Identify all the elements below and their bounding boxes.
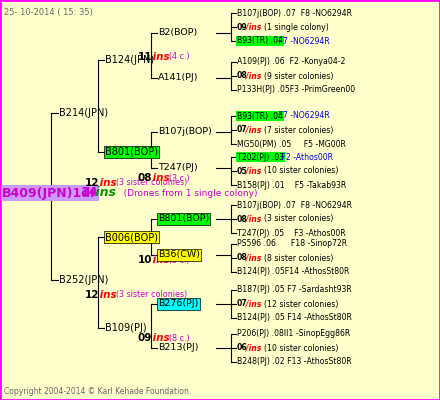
Text: (3 c.): (3 c.): [164, 174, 190, 182]
Text: (12 sister colonies): (12 sister colonies): [259, 300, 338, 308]
Text: 12: 12: [85, 178, 99, 188]
Text: B124(PJ) .05F14 -AthosSt80R: B124(PJ) .05F14 -AthosSt80R: [237, 268, 349, 276]
Text: B252(JPN): B252(JPN): [59, 275, 108, 285]
Text: B36(CW): B36(CW): [158, 250, 200, 260]
Text: B107j(BOP) .07  F8 -NO6294R: B107j(BOP) .07 F8 -NO6294R: [237, 200, 352, 210]
Text: 09: 09: [138, 333, 152, 343]
Text: F7 -NO6294R: F7 -NO6294R: [271, 36, 330, 46]
Text: 08: 08: [237, 72, 248, 80]
Text: B93(TR) .04: B93(TR) .04: [237, 36, 283, 46]
Text: /ins: /ins: [243, 214, 261, 224]
Text: (3 sister colonies): (3 sister colonies): [111, 290, 187, 300]
Text: (3 c.): (3 c.): [164, 256, 190, 264]
Text: 25- 10-2014 ( 15: 35): 25- 10-2014 ( 15: 35): [4, 8, 93, 17]
Text: 08: 08: [138, 173, 153, 183]
Text: /ins: /ins: [243, 126, 261, 134]
Text: 12: 12: [85, 290, 99, 300]
Text: B801(BOP): B801(BOP): [158, 214, 209, 224]
Text: MG50(PM) .05     F5 -MG00R: MG50(PM) .05 F5 -MG00R: [237, 140, 346, 148]
Text: B107j(BOP) .07  F8 -NO6294R: B107j(BOP) .07 F8 -NO6294R: [237, 8, 352, 18]
Text: P133H(PJ) .05F3 -PrimGreen00: P133H(PJ) .05F3 -PrimGreen00: [237, 86, 355, 94]
Text: ins: ins: [96, 178, 117, 188]
Text: 14: 14: [81, 186, 99, 200]
Text: (7 sister colonies): (7 sister colonies): [259, 126, 333, 134]
Text: PS596 .06      F18 -Sinop72R: PS596 .06 F18 -Sinop72R: [237, 240, 347, 248]
Text: (4 c.): (4 c.): [164, 52, 190, 62]
Text: /ins: /ins: [243, 72, 261, 80]
Text: ins: ins: [149, 255, 170, 265]
Text: 06: 06: [237, 344, 248, 352]
Text: 08: 08: [237, 214, 248, 224]
Text: /ins: /ins: [243, 254, 261, 262]
Text: ins: ins: [96, 290, 117, 300]
Text: A109(PJ) .06  F2 -Konya04-2: A109(PJ) .06 F2 -Konya04-2: [237, 58, 345, 66]
Text: 07: 07: [237, 126, 248, 134]
Text: B801(BOP): B801(BOP): [105, 147, 158, 157]
Text: (10 sister colonies): (10 sister colonies): [259, 166, 338, 176]
Text: (8 sister colonies): (8 sister colonies): [259, 254, 333, 262]
Text: B107j(BOP): B107j(BOP): [158, 128, 212, 136]
Text: 09: 09: [237, 22, 248, 32]
Text: P206(PJ) .08ll1 -SinopEgg86R: P206(PJ) .08ll1 -SinopEgg86R: [237, 330, 350, 338]
Text: (9 sister colonies): (9 sister colonies): [259, 72, 333, 80]
Text: 10: 10: [138, 255, 153, 265]
Text: /ins: /ins: [243, 344, 261, 352]
Text: T247(PJ): T247(PJ): [158, 164, 198, 172]
Text: /ins: /ins: [243, 166, 261, 176]
Text: ins: ins: [91, 186, 116, 200]
Text: ins: ins: [149, 52, 170, 62]
Text: 11: 11: [138, 52, 153, 62]
Text: B93(TR) .04: B93(TR) .04: [237, 112, 283, 120]
Text: B409(JPN)1dr: B409(JPN)1dr: [2, 186, 97, 200]
Text: B187(PJ) .05 F7 -Sardasht93R: B187(PJ) .05 F7 -Sardasht93R: [237, 286, 352, 294]
Text: ins: ins: [149, 173, 170, 183]
Text: B248(PJ) .02 F13 -AthosSt80R: B248(PJ) .02 F13 -AthosSt80R: [237, 358, 352, 366]
Text: B006(BOP): B006(BOP): [105, 232, 158, 242]
Text: ins: ins: [149, 333, 170, 343]
Text: (Drones from 1 single colony): (Drones from 1 single colony): [115, 188, 257, 198]
Text: B276(PJ): B276(PJ): [158, 300, 198, 308]
Text: (3 sister colonies): (3 sister colonies): [111, 178, 187, 188]
Text: B214(JPN): B214(JPN): [59, 108, 108, 118]
Text: A141(PJ): A141(PJ): [158, 74, 198, 82]
Text: B124(PJ) .05 F14 -AthosSt80R: B124(PJ) .05 F14 -AthosSt80R: [237, 314, 352, 322]
Text: 05: 05: [237, 166, 248, 176]
Text: 08: 08: [237, 254, 248, 262]
Text: /ins: /ins: [243, 300, 261, 308]
Text: T202(PJ) .03: T202(PJ) .03: [237, 152, 284, 162]
Text: F7 -NO6294R: F7 -NO6294R: [271, 112, 330, 120]
Text: /ins: /ins: [243, 22, 261, 32]
Text: B2(BOP): B2(BOP): [158, 28, 197, 38]
Text: 07: 07: [237, 300, 248, 308]
Text: B109(PJ): B109(PJ): [105, 323, 147, 333]
Text: (1 single colony): (1 single colony): [259, 22, 328, 32]
Text: (8 c.): (8 c.): [164, 334, 190, 342]
Text: (3 sister colonies): (3 sister colonies): [259, 214, 333, 224]
Text: F2 -Athos00R: F2 -Athos00R: [274, 152, 333, 162]
Text: B124(JPN): B124(JPN): [105, 55, 154, 65]
Text: B213(PJ): B213(PJ): [158, 344, 198, 352]
Text: T247(PJ) .05    F3 -Athos00R: T247(PJ) .05 F3 -Athos00R: [237, 228, 346, 238]
Text: (10 sister colonies): (10 sister colonies): [259, 344, 338, 352]
Text: B158(PJ) .01    F5 -Takab93R: B158(PJ) .01 F5 -Takab93R: [237, 180, 346, 190]
Text: Copyright 2004-2014 © Karl Kehade Foundation.: Copyright 2004-2014 © Karl Kehade Founda…: [4, 387, 191, 396]
